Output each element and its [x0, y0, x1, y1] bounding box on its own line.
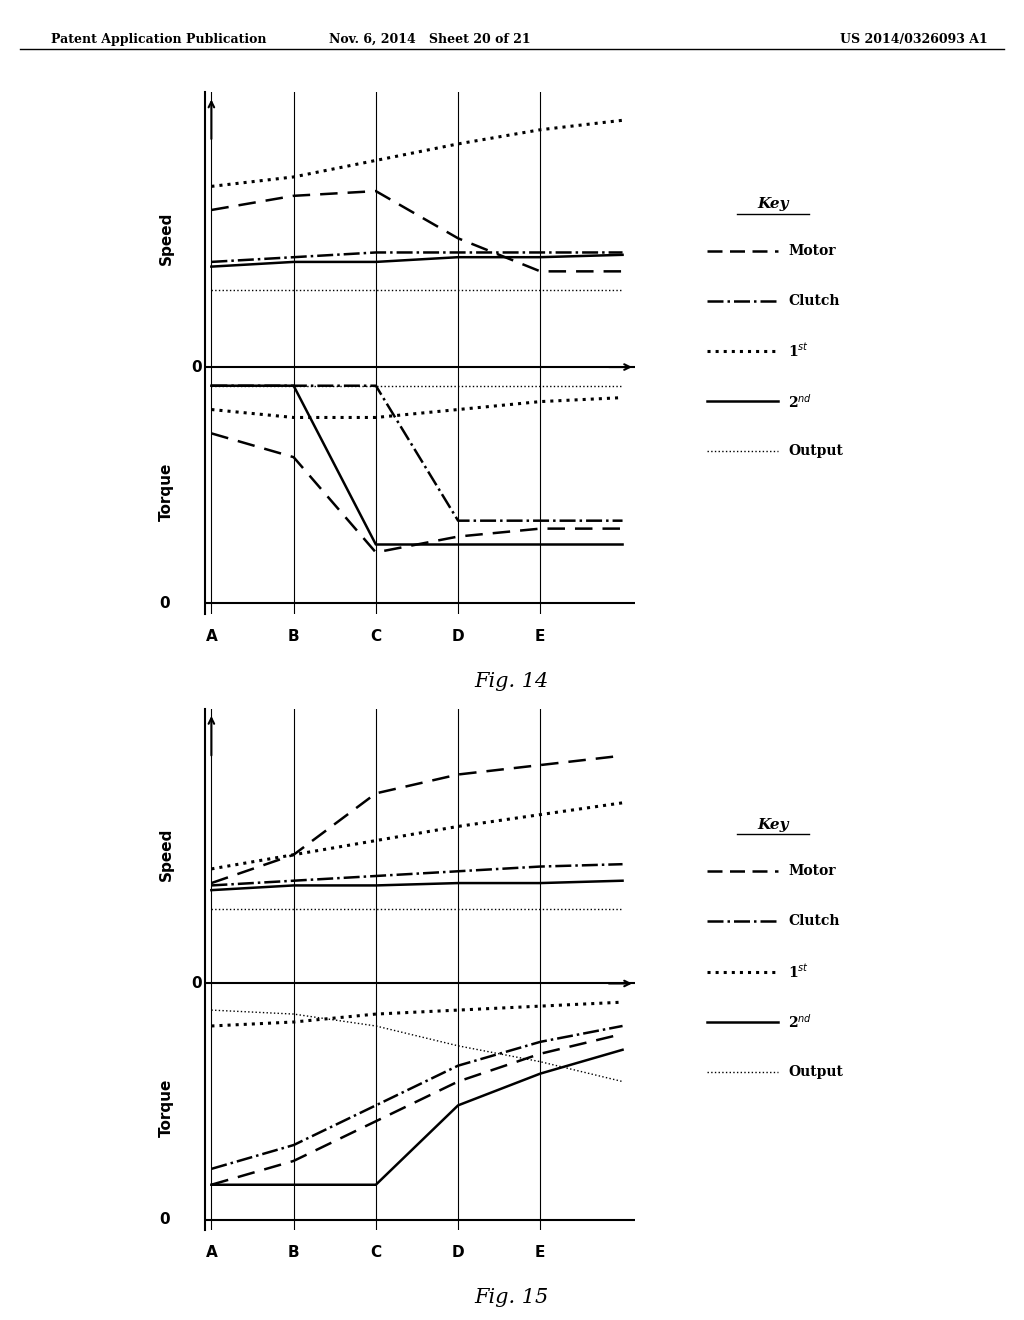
Text: Speed: Speed [159, 828, 174, 882]
Text: Output: Output [788, 445, 844, 458]
Text: 0: 0 [190, 359, 202, 375]
Text: 0: 0 [160, 1212, 170, 1228]
Text: Fig. 15: Fig. 15 [474, 1288, 549, 1307]
Text: A: A [206, 628, 217, 644]
Text: 1$^{st}$: 1$^{st}$ [788, 342, 809, 360]
Text: D: D [452, 1245, 465, 1261]
Text: 2$^{nd}$: 2$^{nd}$ [788, 392, 813, 411]
Text: B: B [288, 628, 299, 644]
Text: 0: 0 [190, 975, 202, 991]
Text: 0: 0 [160, 595, 170, 611]
Text: 2$^{nd}$: 2$^{nd}$ [788, 1012, 813, 1031]
Text: B: B [288, 1245, 299, 1261]
Text: C: C [371, 1245, 381, 1261]
Text: C: C [371, 628, 381, 644]
Text: Key: Key [758, 817, 788, 832]
Text: A: A [206, 1245, 217, 1261]
Text: Nov. 6, 2014   Sheet 20 of 21: Nov. 6, 2014 Sheet 20 of 21 [330, 33, 530, 46]
Text: US 2014/0326093 A1: US 2014/0326093 A1 [840, 33, 987, 46]
Text: 1$^{st}$: 1$^{st}$ [788, 962, 809, 981]
Text: Clutch: Clutch [788, 915, 840, 928]
Text: Output: Output [788, 1065, 844, 1078]
Text: Motor: Motor [788, 244, 836, 257]
Text: Patent Application Publication: Patent Application Publication [51, 33, 266, 46]
Text: Torque: Torque [159, 1078, 174, 1137]
Text: E: E [536, 628, 546, 644]
Text: E: E [536, 1245, 546, 1261]
Text: Fig. 14: Fig. 14 [474, 672, 549, 690]
Text: Motor: Motor [788, 865, 836, 878]
Text: Key: Key [758, 197, 788, 211]
Text: Torque: Torque [159, 462, 174, 520]
Text: Speed: Speed [159, 211, 174, 265]
Text: D: D [452, 628, 465, 644]
Text: Clutch: Clutch [788, 294, 840, 308]
